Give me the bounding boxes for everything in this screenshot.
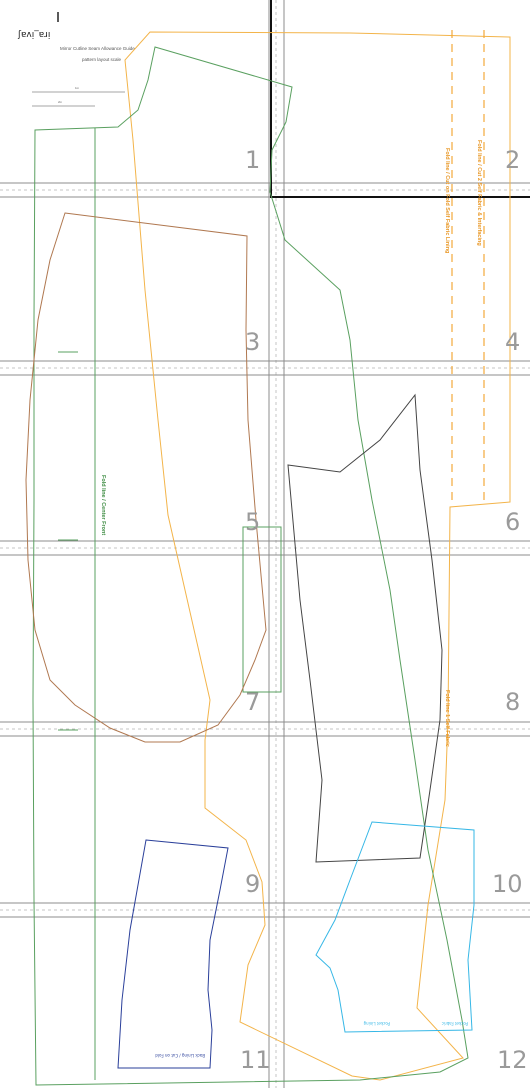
page-number-7: 7 <box>245 688 260 716</box>
page-number-3: 3 <box>245 328 260 356</box>
page-number-8: 8 <box>505 688 520 716</box>
corner-guide <box>271 0 530 198</box>
page-number-5: 5 <box>245 508 260 536</box>
navy-piece-label: Back Lining / Cut on Fold <box>155 1053 205 1058</box>
page-number-4: 4 <box>505 328 520 356</box>
page-number-11: 11 <box>240 1046 271 1074</box>
navy-pocket-piece <box>118 840 228 1068</box>
page-number-10: 10 <box>492 870 523 898</box>
page-number-12: 12 <box>497 1046 528 1074</box>
green-fold-label: Fold line / Center Front <box>100 475 106 535</box>
orange-center-label: Fold line 1 Self Fabric <box>444 690 450 747</box>
brand-logo: ʃɐʌᴉ‾ɐɹᴉ <box>17 30 50 40</box>
page-number-2: 2 <box>505 146 520 174</box>
orange-dashed-strips <box>452 30 484 500</box>
scale-label-1: 1in <box>75 86 79 90</box>
green-small-rect <box>243 527 281 692</box>
cyan-pocket-piece <box>316 822 474 1032</box>
page-number-9: 9 <box>245 870 260 898</box>
black-outline-piece <box>288 395 442 862</box>
page-number-6: 6 <box>505 508 520 536</box>
header-line-1: Mirror Cutline Seam Allowance Guide <box>60 46 135 51</box>
cyan-piece-label-b: Pocket Fabric <box>442 1021 468 1026</box>
orange-strip-label-b: Fold line / Cut on Fold Self Fabric Lini… <box>444 148 450 253</box>
brown-sleeve-outline <box>26 213 266 742</box>
pattern-header: ʃɐʌᴉ‾ɐɹᴉ Mirror Cutline Seam Allowance G… <box>17 12 135 106</box>
page-number-1: 1 <box>245 146 260 174</box>
scale-label-2: 2in <box>58 100 62 104</box>
header-line-2: pattern layout scale <box>82 57 122 62</box>
green-long-piece-outline <box>33 47 468 1085</box>
cyan-piece-label-a: Pocket Lining <box>363 1021 390 1026</box>
orange-strip-label-a: Fold line / Cut 2 Self Fabric & Interfac… <box>476 140 482 246</box>
